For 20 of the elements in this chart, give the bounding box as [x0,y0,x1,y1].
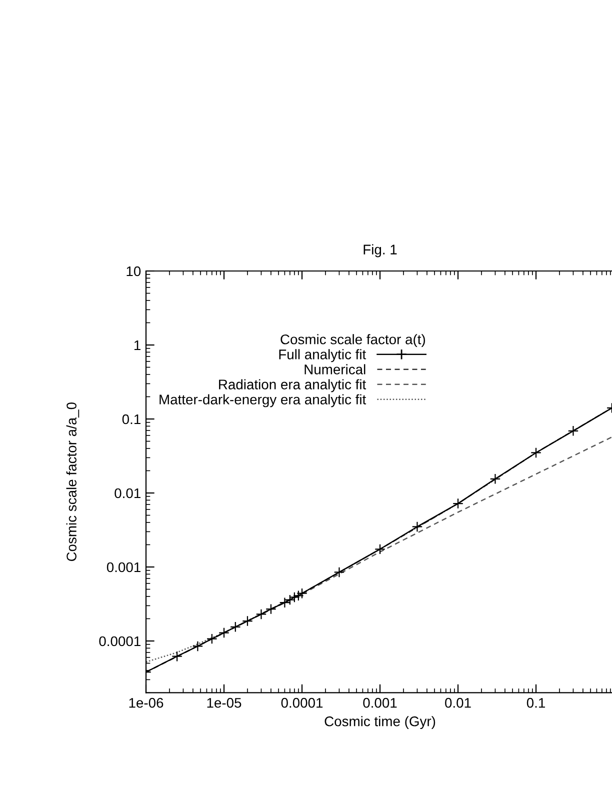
x-tick-label: 0.1 [526,698,545,708]
y-tick-label: 0.001 [106,562,140,572]
y-tick-label: 0.0001 [99,636,140,646]
x-tick-label: 0.01 [445,698,471,708]
legend-label: Full analytic fit [279,349,366,362]
legend-label: Numerical [304,364,366,374]
legend-label: Matter-dark-energy era analytic fit [160,394,366,408]
chart-title: Fig. 1 [364,244,397,258]
y-tick-label: 0.1 [122,414,140,424]
y-tick-label: 0.01 [114,488,140,498]
x-tick-label: 0.001 [363,698,397,708]
legend-label: Radiation era analytic fit [219,379,366,392]
y-axis-title: Cosmic scale factor a/a_0 [66,402,80,562]
x-tick-label: 1e-06 [129,698,164,708]
legend-title: Cosmic scale factor a(t) [280,334,425,348]
x-axis-title: Cosmic time (Gyr) [324,716,436,730]
x-tick-label: 1e-05 [207,698,242,708]
y-tick-label: 10 [126,266,141,276]
y-tick-label: 1 [134,340,140,350]
x-tick-label: 0.0001 [281,698,323,708]
